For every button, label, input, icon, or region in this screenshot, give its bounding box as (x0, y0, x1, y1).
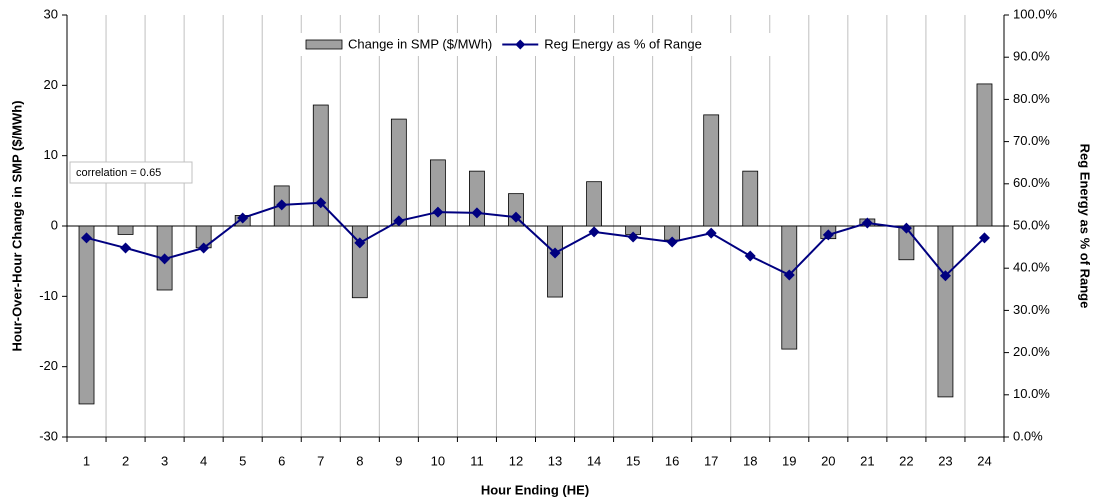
y2-axis-title: Reg Energy as % of Range (1078, 144, 1093, 309)
point (744, 250, 756, 262)
point (666, 236, 678, 248)
x-tick-label: 3 (161, 453, 168, 468)
bar (976, 83, 993, 227)
point (315, 197, 327, 209)
y-tick-label: 10 (44, 147, 58, 162)
y2-tick-label: 60.0% (1013, 175, 1050, 190)
y2-tick-label: 100.0% (1013, 6, 1058, 21)
point (549, 247, 561, 259)
y2-tick-label: 80.0% (1013, 91, 1050, 106)
legend-swatch (305, 39, 343, 50)
bar (312, 104, 329, 227)
legend-label: Reg Energy as % of Range (544, 36, 702, 51)
point (510, 211, 522, 223)
x-tick-label: 1 (83, 453, 90, 468)
x-tick-label: 18 (743, 453, 757, 468)
point (822, 229, 834, 241)
x-tick-label: 17 (704, 453, 718, 468)
point (705, 227, 717, 239)
y2-tick-label: 50.0% (1013, 217, 1050, 232)
x-tick-label: 16 (665, 453, 679, 468)
point (783, 269, 795, 281)
point (471, 207, 483, 219)
point (276, 199, 288, 211)
x-tick-label: 12 (509, 453, 523, 468)
y2-tick-label: 0.0% (1013, 428, 1043, 443)
bar (429, 159, 446, 227)
bar (781, 225, 798, 350)
x-axis-title: Hour Ending (HE) (481, 482, 589, 497)
x-tick-label: 13 (548, 453, 562, 468)
point (432, 206, 444, 218)
annotation: correlation = 0.65 (76, 167, 161, 179)
x-tick-label: 23 (938, 453, 952, 468)
y2-tick-label: 40.0% (1013, 260, 1050, 275)
y-tick-label: -20 (39, 358, 58, 373)
legend-box (300, 33, 786, 56)
x-tick-label: 9 (395, 453, 402, 468)
x-tick-label: 6 (278, 453, 285, 468)
y2-tick-label: 70.0% (1013, 133, 1050, 148)
x-tick-label: 24 (977, 453, 991, 468)
point (159, 253, 171, 265)
x-tick-label: 15 (626, 453, 640, 468)
annotation-box (69, 161, 193, 184)
y-tick-label: -10 (39, 288, 58, 303)
x-tick-label: 19 (782, 453, 796, 468)
point (120, 242, 132, 254)
bar (703, 114, 720, 227)
x-tick-label: 21 (860, 453, 874, 468)
x-tick-label: 10 (431, 453, 445, 468)
point (900, 222, 912, 234)
point (588, 226, 600, 238)
y2-tick-label: 10.0% (1013, 386, 1050, 401)
point (627, 231, 639, 243)
y-tick-label: 0 (51, 217, 58, 232)
bar (586, 181, 602, 227)
x-tick-label: 22 (899, 453, 913, 468)
point (939, 270, 951, 282)
legend-marker (515, 39, 526, 50)
x-tick-label: 14 (587, 453, 601, 468)
y-tick-label: 30 (44, 6, 58, 21)
y-tick-label: -30 (39, 428, 58, 443)
bar (390, 118, 407, 227)
legend-label: Change in SMP ($/MWh) (348, 36, 492, 51)
x-tick-label: 11 (470, 453, 484, 468)
point (81, 232, 93, 244)
x-tick-label: 2 (122, 453, 129, 468)
point (861, 217, 873, 229)
bar (547, 225, 563, 298)
bar (117, 225, 134, 235)
bar (78, 225, 95, 405)
bar (937, 225, 954, 398)
point (354, 237, 366, 249)
x-tick-label: 5 (239, 453, 246, 468)
x-tick-label: 7 (317, 453, 324, 468)
y2-tick-label: 20.0% (1013, 344, 1050, 359)
y-tick-label: 20 (44, 77, 58, 92)
y2-tick-label: 90.0% (1013, 49, 1050, 64)
point (978, 232, 990, 244)
line (86, 201, 986, 278)
y2-tick-label: 30.0% (1013, 302, 1050, 317)
x-tick-label: 20 (821, 453, 835, 468)
point (237, 212, 249, 224)
bar (742, 170, 759, 227)
x-tick-label: 8 (356, 453, 363, 468)
point (393, 215, 405, 227)
legend: Change in SMP ($/MWh) Reg Energy as % of … (300, 33, 786, 56)
y-axis-title: Hour-Over-Hour Change in SMP ($/MWh) (9, 100, 24, 351)
point (198, 242, 210, 254)
x-tick-label: 4 (200, 453, 207, 468)
